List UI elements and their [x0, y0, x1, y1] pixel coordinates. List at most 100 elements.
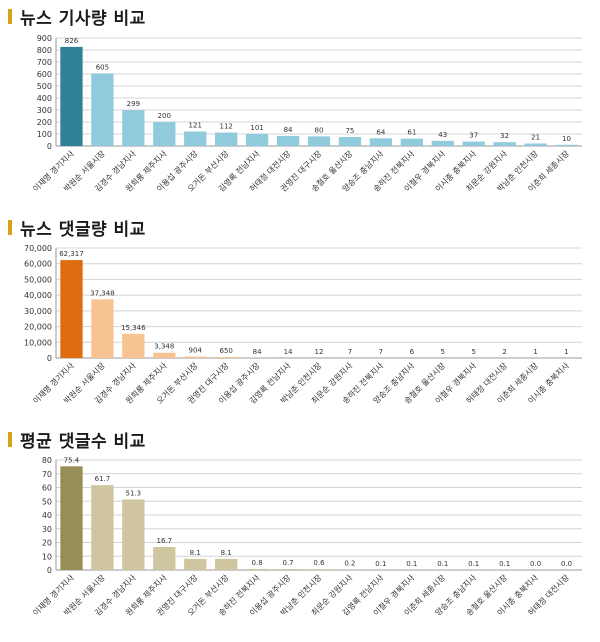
- y-tick-label: 700: [37, 58, 52, 67]
- bar: [524, 143, 547, 146]
- y-tick-label: 500: [37, 82, 52, 91]
- data-label: 112: [219, 123, 232, 131]
- bar: [307, 136, 331, 146]
- data-label: 84: [284, 126, 293, 134]
- data-label: 80: [315, 126, 324, 134]
- y-tick-label: 800: [37, 46, 52, 55]
- data-label: 51.3: [126, 489, 142, 497]
- bar: [400, 138, 423, 146]
- data-label: 0.0: [561, 560, 572, 568]
- y-tick-label: 100: [37, 130, 52, 139]
- data-label: 826: [65, 37, 79, 45]
- data-label: 37: [469, 132, 478, 140]
- data-label: 101: [250, 124, 263, 132]
- data-label: 37,348: [90, 289, 115, 297]
- data-label: 16.7: [156, 537, 172, 545]
- bar: [184, 356, 207, 358]
- data-label: 1: [564, 348, 568, 356]
- data-label: 6: [410, 348, 415, 356]
- data-label: 43: [438, 131, 447, 139]
- chart-2-title: 뉴스 댓글량 비교: [8, 215, 146, 240]
- bar: [462, 141, 485, 146]
- bar: [276, 569, 300, 570]
- data-label: 5: [471, 348, 475, 356]
- bar: [493, 142, 516, 146]
- data-label: 7: [348, 348, 352, 356]
- data-label: 0.1: [468, 560, 479, 568]
- data-label: 0.1: [437, 560, 448, 568]
- chart-3-title: 평균 댓글수 비교: [8, 427, 146, 452]
- y-tick-label: 60: [42, 484, 52, 493]
- bar: [91, 485, 114, 570]
- y-tick-label: 10,000: [24, 338, 52, 347]
- y-tick-label: 30: [42, 525, 52, 534]
- title-marker: [8, 9, 12, 24]
- bar: [60, 466, 83, 570]
- data-label: 200: [158, 112, 171, 120]
- bar: [184, 558, 207, 570]
- y-tick-label: 300: [37, 106, 52, 115]
- y-tick-label: 60,000: [24, 260, 52, 269]
- data-label: 84: [253, 348, 262, 356]
- bar: [91, 73, 114, 146]
- data-label: 605: [96, 63, 109, 71]
- data-label: 8.1: [221, 549, 232, 557]
- y-tick-label: 70,000: [24, 244, 52, 253]
- y-tick-label: 50: [42, 497, 52, 506]
- data-label: 0.7: [282, 559, 293, 567]
- bar: [122, 333, 145, 358]
- y-tick-label: 20: [42, 539, 52, 548]
- data-label: 21: [531, 133, 540, 141]
- bar: [60, 46, 83, 146]
- bar: [215, 356, 238, 358]
- y-tick-label: 70: [42, 470, 52, 479]
- title-marker: [8, 432, 12, 447]
- y-tick-label: 900: [37, 34, 52, 43]
- data-label: 2: [502, 348, 506, 356]
- bar: [153, 122, 176, 146]
- data-label: 61: [407, 129, 416, 137]
- chart-1-title: 뉴스 기사량 비교: [8, 4, 146, 29]
- data-label: 0.1: [375, 560, 386, 568]
- bar: [555, 144, 578, 146]
- bar: [431, 140, 454, 146]
- title-marker: [8, 220, 12, 235]
- bar: [153, 547, 176, 570]
- data-label: 299: [127, 100, 140, 108]
- data-label: 8.1: [190, 549, 201, 557]
- y-tick-label: 30,000: [24, 307, 52, 316]
- y-tick-label: 40,000: [24, 291, 52, 300]
- data-label: 121: [189, 121, 202, 129]
- y-tick-label: 20,000: [24, 323, 52, 332]
- y-tick-label: 0: [47, 142, 52, 151]
- data-label: 61.7: [95, 475, 111, 483]
- bar: [338, 137, 362, 146]
- y-tick-label: 200: [37, 118, 52, 127]
- y-tick-label: 400: [37, 94, 52, 103]
- data-label: 0.1: [406, 560, 417, 568]
- data-label: 0.1: [499, 560, 510, 568]
- y-tick-label: 600: [37, 70, 52, 79]
- data-label: 7: [379, 348, 383, 356]
- chart-2-title-text: 뉴스 댓글량 비교: [20, 220, 146, 240]
- data-label: 64: [376, 128, 385, 136]
- bar: [184, 131, 207, 146]
- data-label: 904: [189, 347, 203, 355]
- data-label: 62,317: [59, 250, 84, 258]
- bar: [91, 299, 114, 358]
- bar: [245, 133, 269, 146]
- data-label: 1: [533, 348, 537, 356]
- bar: [307, 569, 331, 570]
- y-tick-label: 0: [47, 566, 52, 575]
- chart-1-title-text: 뉴스 기사량 비교: [20, 9, 146, 29]
- y-tick-label: 0: [47, 354, 52, 363]
- bar: [215, 132, 238, 146]
- bar: [122, 110, 145, 146]
- data-label: 75: [345, 127, 354, 135]
- bar: [122, 499, 145, 570]
- y-tick-label: 50,000: [24, 275, 52, 284]
- y-tick-label: 80: [42, 456, 52, 465]
- y-tick-label: 40: [42, 511, 52, 520]
